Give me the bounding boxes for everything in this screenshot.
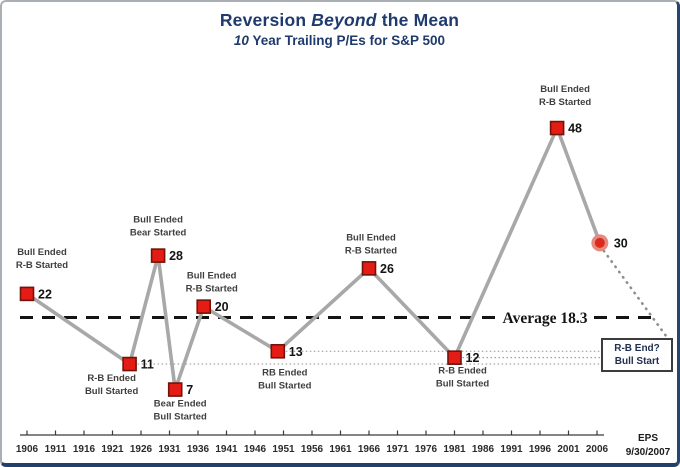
x-axis-tick-label-1981: 1981 — [443, 444, 466, 455]
x-axis-tick-label-1946: 1946 — [244, 444, 267, 455]
chart-title-post: the Mean — [376, 10, 460, 30]
event-label-1932-line1: Bear Ended — [154, 399, 207, 410]
projection-line-1: R-B End? — [614, 343, 660, 354]
x-axis-tick-label-1971: 1971 — [386, 444, 409, 455]
value-label-1981: 12 — [466, 351, 480, 365]
data-point-marker-1906 — [19, 286, 35, 302]
eps-date-note-line2: 9/30/2007 — [626, 447, 671, 458]
event-label-1999-line2: R-B Started — [539, 97, 591, 108]
event-label-1981-line2: Bull Started — [436, 379, 490, 390]
x-axis-tick-label-1911: 1911 — [45, 444, 67, 455]
x-axis-tick-label-1941: 1941 — [215, 444, 238, 455]
event-label-1906-line2: R-B Started — [16, 260, 68, 271]
event-label-1929-line2: Bear Started — [130, 228, 187, 239]
value-label-1932: 7 — [186, 383, 193, 397]
x-axis-tick-label-1921: 1921 — [101, 444, 124, 455]
x-axis-tick-label-1956: 1956 — [301, 444, 324, 455]
chart-subtitle-italic: 10 — [233, 33, 249, 48]
event-label-1981-line1: R-B Ended — [438, 366, 487, 377]
pe-series-line — [25, 126, 602, 392]
projection-annotation-box: R-B End? Bull Start — [601, 338, 673, 372]
data-point-marker-1966 — [361, 261, 377, 276]
x-axis-tick-label-1991: 1991 — [500, 444, 523, 455]
value-label-1937: 20 — [215, 300, 229, 314]
x-axis-tick-label-1966: 1966 — [358, 444, 381, 455]
current-point-marker — [594, 237, 605, 248]
average-label: Average 18.3 — [503, 310, 588, 327]
event-label-1966-line1: Bull Ended — [346, 232, 396, 243]
data-point-marker-1950 — [270, 343, 286, 359]
projection-line-2: Bull Start — [614, 356, 660, 367]
x-axis-tick-label-1951: 1951 — [272, 444, 295, 455]
projection-dotted-line — [602, 249, 671, 342]
chart-header: Reversion Beyond the Mean 10 Year Traili… — [2, 10, 677, 48]
x-axis-tick-label-1931: 1931 — [158, 444, 181, 455]
chart-subtitle: 10 Year Trailing P/Es for S&P 500 — [2, 33, 677, 48]
value-label-1950: 13 — [289, 345, 303, 359]
value-label-1906: 22 — [38, 287, 52, 301]
value-label-1924: 11 — [141, 358, 154, 372]
data-point-marker-1924 — [122, 356, 137, 372]
data-point-marker-1999 — [549, 120, 565, 136]
event-label-1932-line2: Bull Started — [154, 412, 208, 423]
chart-title-italic: Beyond — [311, 10, 377, 30]
x-axis-tick-label-2006: 2006 — [586, 444, 609, 455]
chart-title: Reversion Beyond the Mean — [2, 10, 677, 31]
event-label-1937-line1: Bull Ended — [187, 271, 237, 282]
event-label-1999-line1: Bull Ended — [540, 84, 590, 95]
value-label-2006.5: 30 — [614, 236, 628, 250]
event-label-1929-line1: Bull Ended — [133, 215, 183, 226]
x-axis-tick-label-1961: 1961 — [329, 444, 352, 455]
x-axis-tick-label-2001: 2001 — [557, 444, 580, 455]
x-axis-tick-label-1986: 1986 — [472, 444, 495, 455]
x-axis-tick-label-1976: 1976 — [415, 444, 438, 455]
value-label-1929: 28 — [169, 249, 183, 263]
x-axis-tick-label-1926: 1926 — [130, 444, 153, 455]
data-point-marker-1932 — [167, 382, 183, 397]
event-label-1924-line1: R-B Ended — [87, 373, 136, 384]
x-axis-tick-label-1996: 1996 — [529, 444, 552, 455]
data-point-marker-1937 — [196, 299, 211, 314]
chart-subtitle-rest: Year Trailing P/Es for S&P 500 — [248, 33, 446, 48]
data-point-marker-1929 — [150, 248, 166, 263]
x-axis-tick-label-1936: 1936 — [187, 444, 210, 455]
eps-date-note-line1: EPS — [638, 433, 658, 444]
chart-title-pre: Reversion — [219, 10, 312, 30]
event-label-1950-line1: RB Ended — [262, 367, 308, 378]
event-label-1924-line2: Bull Started — [85, 386, 139, 397]
x-axis-tick-label-1906: 1906 — [16, 444, 39, 455]
event-label-1950-line2: Bull Started — [258, 380, 312, 391]
x-axis-tick-label-1916: 1916 — [73, 444, 96, 455]
data-point-marker-1981 — [447, 350, 462, 365]
event-label-1937-line2: R-B Started — [186, 284, 238, 295]
event-label-1966-line2: R-B Started — [345, 245, 397, 256]
event-label-1906-line1: Bull Ended — [17, 247, 67, 258]
value-label-1999: 48 — [568, 122, 582, 136]
value-label-1966: 26 — [380, 262, 394, 276]
